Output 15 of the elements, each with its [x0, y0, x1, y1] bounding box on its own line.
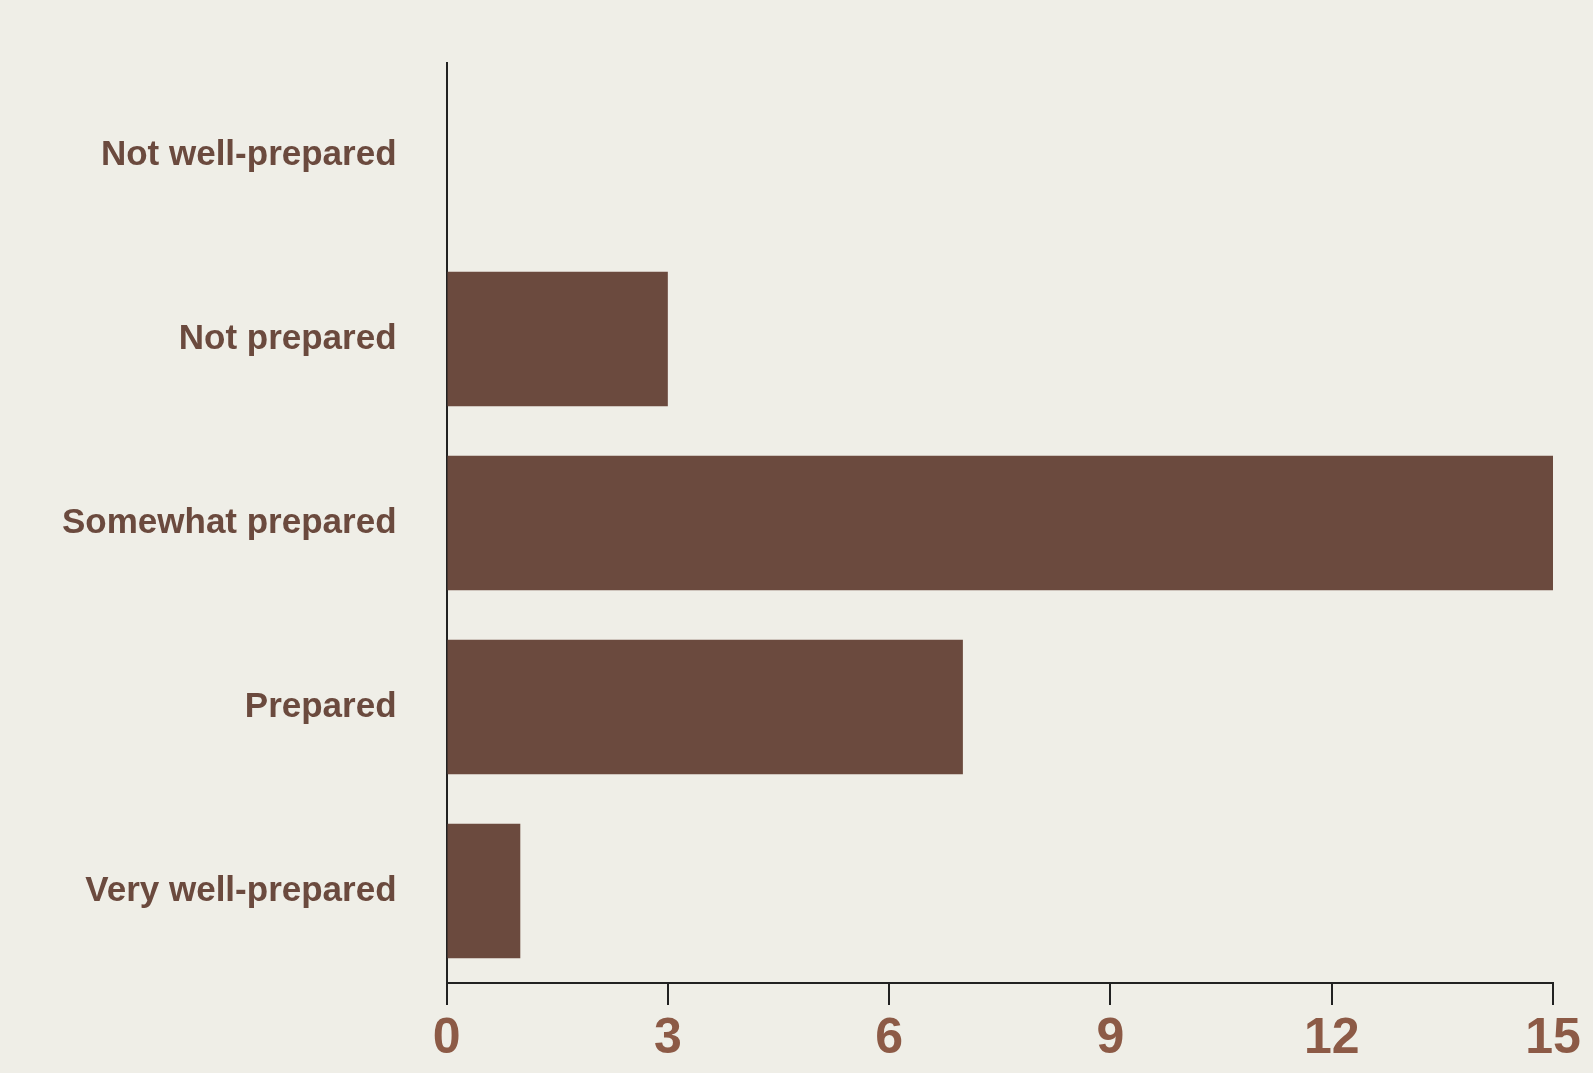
x-tick-label: 9 [1096, 1007, 1125, 1064]
x-tick-label: 15 [1525, 1007, 1581, 1064]
x-tick-label: 3 [653, 1007, 682, 1064]
bar [447, 639, 963, 775]
y-tick-label: Not well-prepared [100, 132, 397, 172]
x-tick-label: 0 [432, 1007, 461, 1064]
x-tick-label: 12 [1303, 1007, 1360, 1064]
bar [447, 455, 1553, 591]
y-tick-label: Prepared [244, 684, 397, 724]
bar [447, 271, 668, 407]
y-tick-label: Somewhat prepared [61, 500, 397, 540]
x-tick-label: 6 [875, 1007, 904, 1064]
bar [447, 823, 521, 959]
y-tick-label: Very well-prepared [85, 868, 397, 908]
y-tick-label: Not prepared [178, 316, 397, 356]
